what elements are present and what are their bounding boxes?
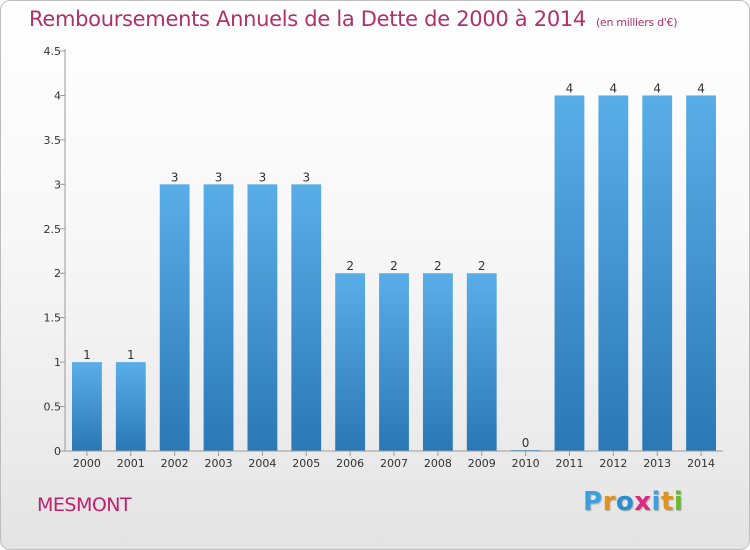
y-tick-label: 0.5 [44,401,62,414]
x-tick-label: 2003 [205,457,233,470]
bar [291,184,322,452]
logo-letter: r [602,487,616,517]
bar [115,362,146,451]
bar [686,95,716,451]
x-tick-label: 2006 [336,457,364,470]
data-label: 3 [171,170,179,184]
data-label: 4 [697,81,705,95]
y-tick-label: 4 [54,89,61,102]
data-label: 0 [522,436,530,450]
data-label: 4 [566,81,574,95]
data-label: 3 [259,170,267,184]
x-tick-label: 2014 [687,457,715,470]
x-tick-label: 2002 [161,457,189,470]
data-labels: 1 1 3 3 3 3 2 2 2 2 0 4 4 4 4 [83,81,705,450]
bar [598,95,629,451]
data-label: 2 [390,259,398,273]
data-label: 1 [83,348,91,362]
bar [335,273,366,451]
y-tick-label: 3.5 [44,134,62,147]
chart-subtitle: (en milliers d'€) [596,16,678,29]
y-tick-label: 1.5 [44,312,62,325]
data-label: 2 [346,259,354,273]
bar [379,273,409,451]
bar [203,184,234,452]
bars [72,95,716,452]
logo-letter: t [660,487,674,517]
data-label: 1 [127,348,135,362]
logo-letter: o [615,487,635,517]
logo-letter: x [634,487,652,517]
logo-letter: i [651,487,661,517]
data-label: 3 [215,170,223,184]
x-axis: 2000 2001 2002 2003 2004 2005 2006 2007 2008 2009… [65,450,723,470]
bar [159,184,190,452]
logo-letter: P [583,487,603,517]
data-label: 4 [653,81,661,95]
town-name: MESMONT [37,494,132,516]
y-tick-label: 4.5 [44,45,62,58]
x-tick-label: 2005 [292,457,320,470]
bar [554,95,585,451]
x-tick-label: 2009 [468,457,496,470]
x-tick-label: 2010 [512,457,540,470]
bar [72,362,102,451]
bar [466,273,497,451]
x-tick-label: 2000 [73,457,101,470]
chart-title-text: Remboursements Annuels de la Dette de 20… [29,7,586,31]
y-axis: 0 0.5 1 1.5 2 2.5 3 3.5 4 4.5 [44,45,66,458]
x-tick-label: 2001 [117,457,145,470]
bar [422,273,453,451]
bar [247,184,278,452]
x-tick-label: 2004 [248,457,276,470]
data-label: 4 [610,81,618,95]
y-tick-label: 2 [54,267,61,280]
data-label: 2 [434,259,442,273]
proxiti-logo: Proxiti [583,487,683,517]
x-tick-label: 2013 [643,457,671,470]
data-label: 3 [302,170,310,184]
y-tick-label: 1 [54,356,61,369]
chart-title: Remboursements Annuels de la Dette de 20… [29,7,677,31]
y-tick-label: 0 [54,445,61,458]
x-tick-label: 2012 [599,457,627,470]
y-tick-label: 3 [54,178,61,191]
x-tick-label: 2008 [424,457,452,470]
x-tick-label: 2007 [380,457,408,470]
logo-letter: i [673,487,684,517]
data-label: 2 [478,259,486,273]
x-tick-label: 2011 [555,457,583,470]
bar [642,95,673,451]
y-tick-label: 2.5 [44,223,62,236]
